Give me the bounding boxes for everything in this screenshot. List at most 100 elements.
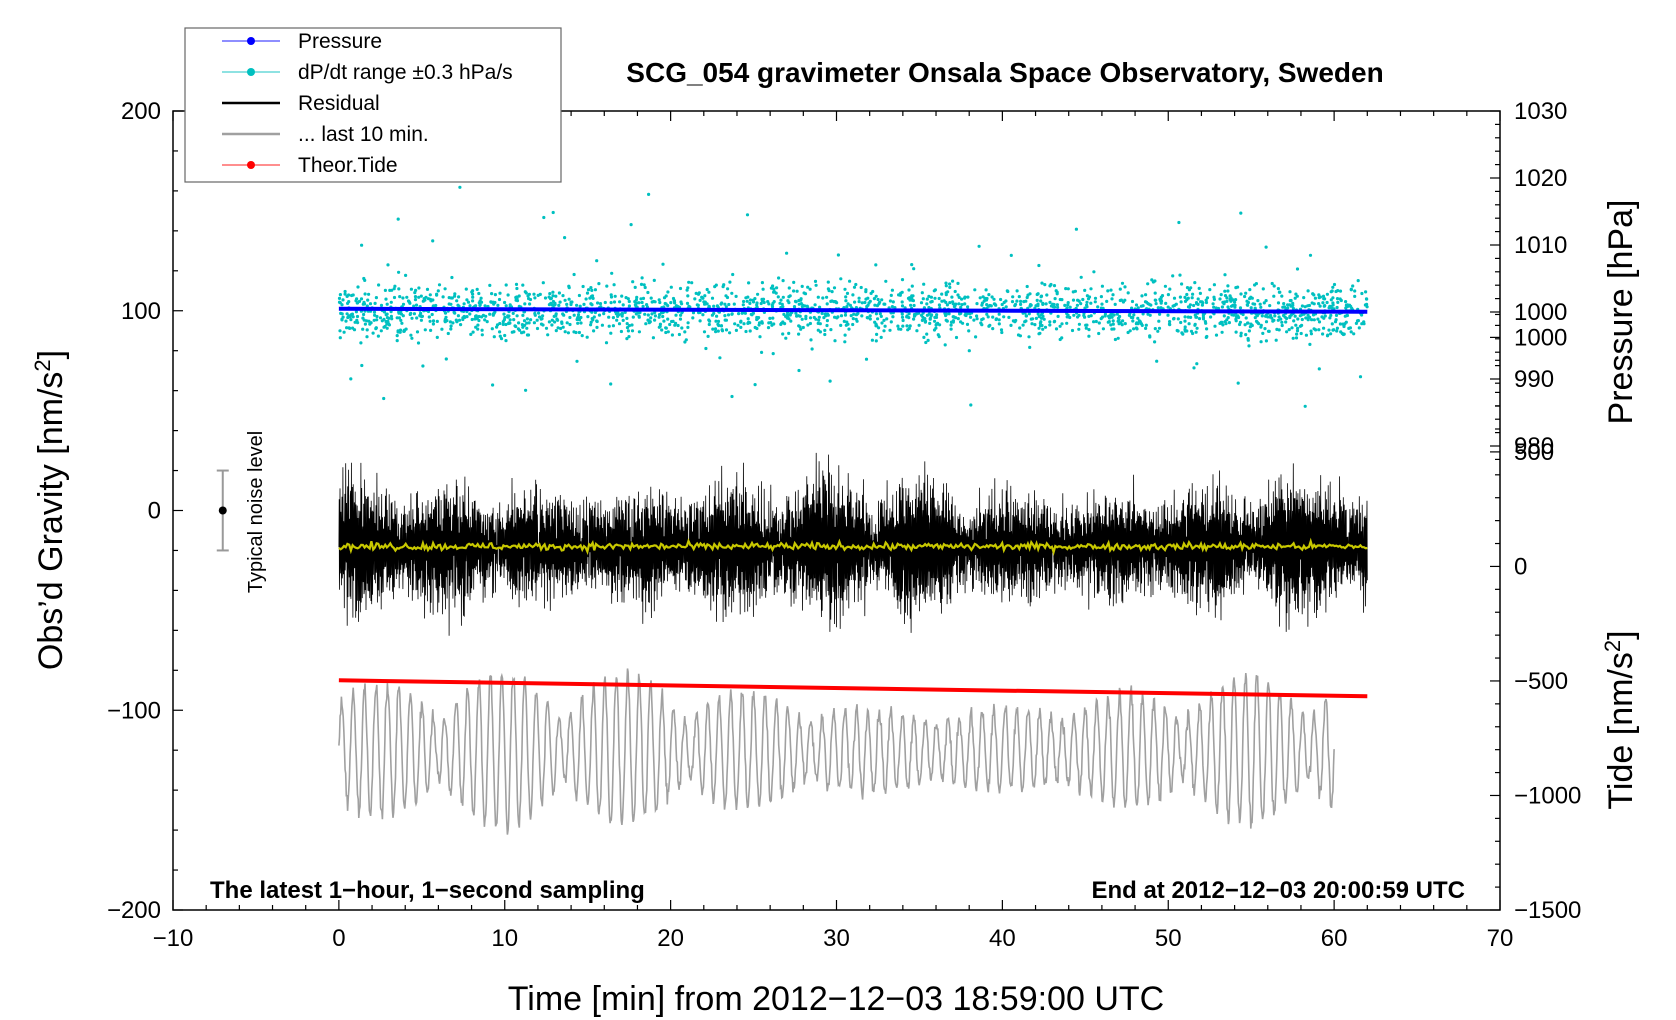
dpdt-point [1040,281,1044,285]
dpdt-point [1083,288,1087,292]
dpdt-point [1357,326,1361,330]
dpdt-point [873,320,877,324]
dpdt-point [1107,316,1112,320]
dpdt-point [558,300,562,304]
dpdt-point [503,333,507,338]
dpdt-point [1317,293,1321,297]
dpdt-point [1208,288,1212,292]
dpdt-point [404,273,408,277]
dpdt-point [1066,301,1070,305]
dpdt-point [376,334,380,338]
dpdt-point [1136,306,1140,310]
dpdt-point [548,292,552,296]
dpdt-point [637,301,641,305]
dpdt-point [385,302,389,306]
dpdt-point [1120,281,1125,285]
y-axis-title-left-end: ] [32,350,70,359]
dpdt-point [1054,327,1059,331]
dpdt-point [723,318,727,322]
dpdt-point [776,295,780,299]
dpdt-point [944,284,948,288]
dpdt-point [885,317,889,321]
dpdt-point [797,324,801,328]
dpdt-point [1247,329,1251,333]
dpdt-point [1296,326,1300,330]
dpdt-point [1085,300,1089,304]
dpdt-point [889,320,893,324]
dpdt-point [704,346,708,351]
dpdt-point [361,316,365,320]
dpdt-point [760,320,764,324]
dpdt-point [1317,367,1321,371]
dpdt-point [1330,322,1334,326]
dpdt-point [851,293,855,297]
dpdt-point [471,299,475,303]
dpdt-point [1246,300,1250,305]
series-pressure-line [338,306,1368,314]
dpdt-point [1338,289,1343,293]
dpdt-point [1039,313,1044,317]
dpdt-point [568,315,572,320]
dpdt-point [598,302,603,306]
dpdt-point [953,289,957,294]
dpdt-point [1084,326,1088,330]
dpdt-point [1253,316,1257,320]
dpdt-point [1089,314,1093,318]
dpdt-point [661,262,665,266]
dpdt-point [951,279,955,283]
dpdt-point [451,321,455,325]
dpdt-point [1036,302,1040,306]
dpdt-point [457,295,461,299]
dpdt-point [1304,333,1308,337]
dpdt-point [652,278,656,282]
dpdt-point [733,322,737,326]
dpdt-point [899,327,903,331]
dpdt-point [795,289,799,293]
dpdt-point [1070,328,1075,333]
dpdt-point [760,299,765,303]
dpdt-point [1275,327,1279,331]
dpdt-point [592,315,596,319]
dpdt-point [607,315,611,319]
dpdt-point [465,298,469,302]
dpdt-point [870,338,875,342]
dpdt-point [423,328,427,332]
dpdt-point [1327,328,1331,332]
dpdt-point [921,315,925,319]
y-left-tick-label: −200 [107,897,161,924]
dpdt-point [1244,291,1248,295]
dpdt-point [378,316,383,320]
dpdt-point [1302,296,1306,300]
dpdt-point [690,281,694,285]
dpdt-point [1280,294,1284,298]
dpdt-point [1351,284,1355,288]
dpdt-point [458,185,462,189]
dpdt-point [539,322,544,326]
dpdt-point [977,244,981,248]
dpdt-point [851,317,855,321]
dpdt-point [1352,332,1356,336]
dpdt-point [1096,305,1100,309]
dpdt-point [686,325,690,329]
dpdt-point [808,321,813,326]
dpdt-point [1097,321,1101,325]
dpdt-point [1200,300,1204,304]
dpdt-point [744,329,748,334]
dpdt-point [379,303,384,307]
dpdt-point [462,302,466,306]
dpdt-point [1299,331,1303,336]
dpdt-point [771,352,775,356]
dpdt-point [620,294,624,298]
dpdt-point [1200,303,1204,307]
dpdt-point [1234,314,1238,319]
dpdt-point [1274,338,1278,342]
dpdt-point [640,300,644,305]
dpdt-point [343,292,347,296]
dpdt-point [449,327,453,331]
dpdt-point [1198,291,1202,295]
dpdt-point [756,292,760,296]
dpdt-point [876,317,880,321]
dpdt-point [975,302,979,306]
dpdt-point [563,236,567,240]
dpdt-point [625,326,630,330]
